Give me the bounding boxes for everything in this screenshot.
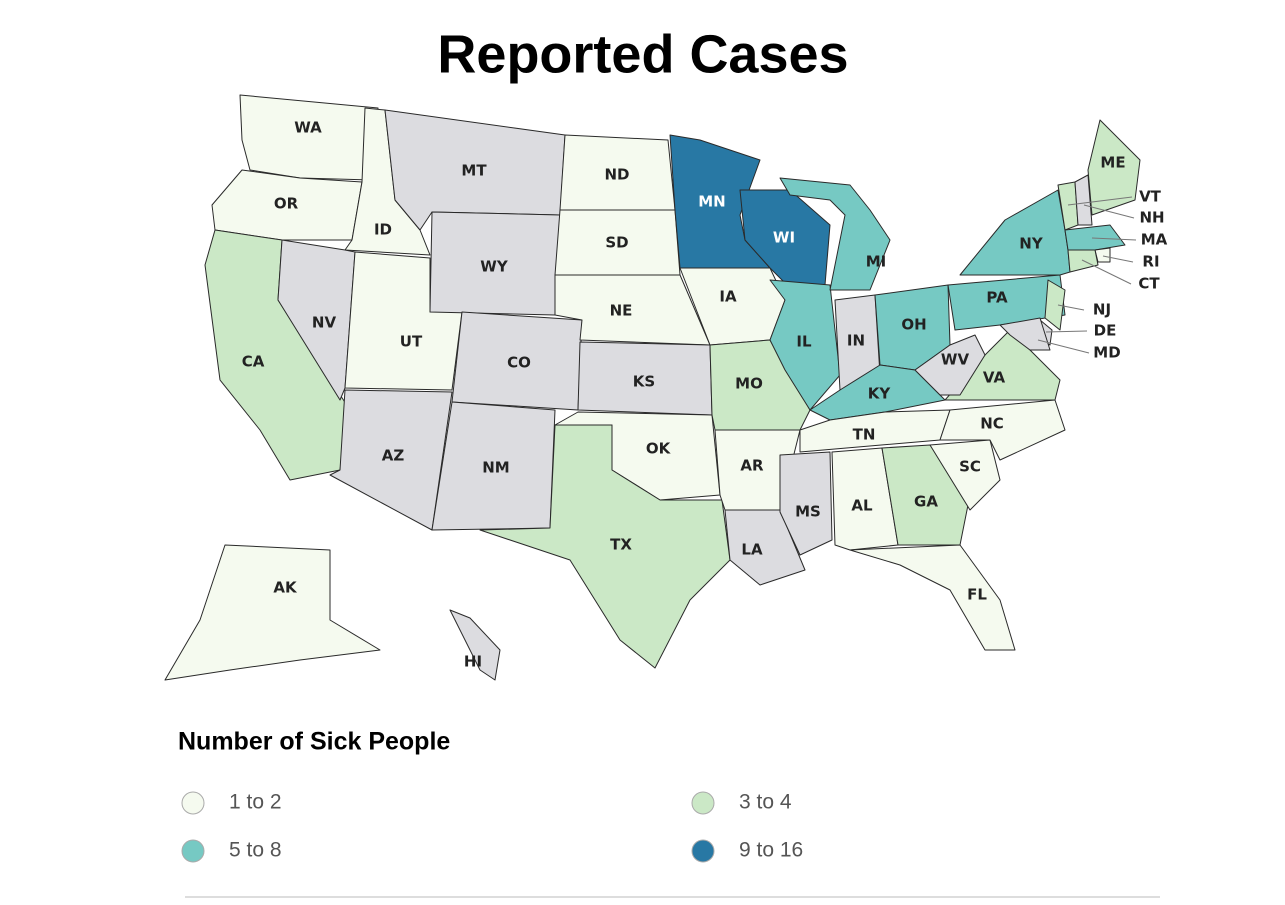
state-labels: WA OR CA ID NV UT AZ MT WY CO NM ND SD NE KS OK TX MN IA MO…: [242, 119, 1168, 671]
state-label: WY: [480, 258, 509, 276]
state-label: ND: [604, 166, 629, 184]
state: [929, 439, 1001, 511]
state: [914, 334, 986, 396]
state-label: RI: [1142, 253, 1159, 271]
legend: 1 to 2 3 to 4 5 to 8 9 to 16: [181, 791, 803, 863]
state: [831, 447, 899, 551]
state-label: NY: [1019, 235, 1044, 253]
state: [1074, 174, 1093, 226]
state-label: IN: [847, 332, 865, 350]
leader-line: [1102, 255, 1134, 263]
state: [1044, 279, 1066, 331]
state-label: MA: [1141, 231, 1168, 249]
state: [211, 169, 363, 241]
state: [239, 94, 379, 181]
state-label: NJ: [1093, 301, 1111, 319]
state: [849, 544, 1016, 651]
state-label: AK: [273, 579, 298, 597]
state-label: AR: [740, 457, 764, 475]
state-label: MI: [866, 253, 887, 271]
state-label: SC: [959, 458, 981, 476]
state-label: TN: [853, 426, 876, 444]
state: [1087, 119, 1141, 216]
state-label: NH: [1139, 209, 1164, 227]
leader-line: [1067, 196, 1133, 206]
state-label: MN: [698, 193, 725, 211]
state-label: MT: [461, 162, 487, 180]
state-label: PA: [986, 289, 1008, 307]
state-label: HI: [464, 653, 482, 671]
leader-line: [1091, 237, 1137, 241]
state-label: GA: [914, 493, 938, 511]
legend-swatch: [691, 839, 715, 863]
state-label: CA: [242, 353, 265, 371]
legend-swatch: [691, 791, 715, 815]
legend-swatch: [181, 791, 205, 815]
state: [479, 424, 731, 669]
state: [779, 451, 833, 556]
state: [1064, 224, 1126, 251]
state-label: CO: [507, 354, 531, 372]
state-label: WA: [294, 119, 322, 137]
state: [779, 177, 891, 291]
state-label: NM: [482, 459, 509, 477]
state: [554, 274, 711, 346]
state-label: VA: [983, 369, 1006, 387]
leader-line: [1081, 259, 1132, 285]
state-label: ID: [374, 221, 392, 239]
state: [939, 399, 1066, 461]
legend-swatch: [181, 839, 205, 863]
state-label: AL: [851, 497, 873, 515]
leader-line: [1037, 339, 1090, 354]
state-label: WV: [941, 351, 970, 369]
state-label: DE: [1094, 322, 1117, 340]
legend-label: 1 to 2: [229, 791, 282, 814]
state-label: KS: [633, 373, 655, 391]
legend-label: 5 to 8: [229, 839, 282, 862]
state: [999, 317, 1051, 351]
state-label: ME: [1100, 154, 1125, 172]
state-label: MD: [1093, 344, 1120, 362]
state-label: FL: [967, 586, 987, 604]
state-label: SD: [605, 234, 628, 252]
state: [164, 544, 381, 681]
state: [724, 509, 806, 586]
state: [329, 389, 453, 531]
state-label: NE: [610, 302, 633, 320]
state: [769, 279, 841, 411]
state: [959, 189, 1071, 276]
page-title: Reported Cases: [437, 24, 848, 84]
state-label: OR: [274, 195, 299, 213]
state-label: IL: [796, 333, 812, 351]
state-label: KY: [868, 385, 892, 403]
state-label: TX: [610, 536, 632, 554]
leader-line: [1045, 330, 1088, 333]
legend-label: 3 to 4: [739, 791, 792, 814]
state-label: CT: [1138, 275, 1160, 293]
map: [164, 94, 1141, 681]
state-label: NV: [312, 314, 337, 332]
legend-title: Number of Sick People: [178, 728, 450, 756]
state-label: AZ: [382, 447, 405, 465]
legend-label: 9 to 16: [739, 839, 803, 862]
state-label: WI: [773, 229, 795, 247]
state-label: NC: [980, 415, 1004, 433]
state-label: MO: [735, 375, 763, 393]
state-label: MS: [795, 503, 821, 521]
state-label: IA: [719, 288, 737, 306]
leader-line: [1083, 204, 1135, 219]
state-label: LA: [741, 541, 763, 559]
state: [449, 609, 501, 681]
state-label: VT: [1139, 188, 1162, 206]
state-label: OH: [901, 316, 926, 334]
state-label: UT: [400, 333, 423, 351]
state-label: OK: [646, 440, 672, 458]
leader-line: [1057, 304, 1085, 311]
